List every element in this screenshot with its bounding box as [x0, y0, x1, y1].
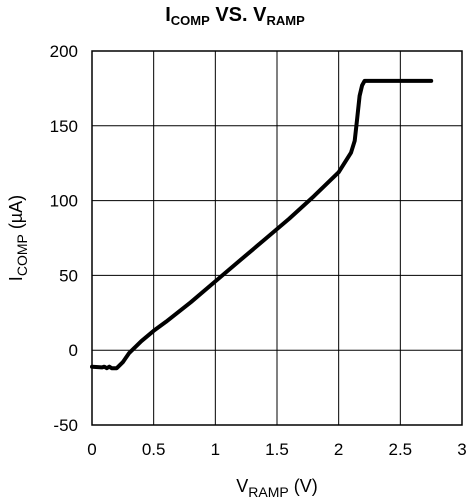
plot-frame — [91, 50, 463, 426]
title-sub-comp: COMP — [170, 13, 210, 28]
x-tick-label: 2.5 — [389, 440, 413, 459]
y-tick-label: 100 — [50, 192, 78, 211]
y-tick-label: 0 — [69, 341, 78, 360]
x-tick-label: 1.5 — [265, 440, 289, 459]
x-tick-label: 0 — [87, 440, 96, 459]
x-tick-label: 0.5 — [142, 440, 166, 459]
x-axis-label-unit: (V) — [289, 476, 318, 496]
x-axis-label: VRAMP (V) — [236, 476, 317, 500]
y-axis-label-sub: COMP — [14, 234, 30, 276]
y-axis-label: ICOMP (µA) — [6, 195, 30, 281]
title-part-i: I — [165, 4, 171, 26]
x-axis-label-sub: RAMP — [248, 484, 288, 500]
x-axis-label-main: V — [236, 476, 248, 496]
y-tick-label: -50 — [53, 416, 78, 435]
x-tick-label: 1 — [211, 440, 220, 459]
title-sub-ramp: RAMP — [266, 13, 305, 28]
y-tick-labels: -50 0 50 100 150 200 — [50, 42, 78, 435]
x-tick-label: 2 — [334, 440, 343, 459]
x-tick-label: 3 — [457, 440, 466, 459]
y-tick-label: 200 — [50, 42, 78, 61]
y-axis-label-unit: (µA) — [6, 195, 26, 234]
y-tick-label: 150 — [50, 117, 78, 136]
y-axis-label-main: I — [6, 276, 26, 281]
title-part-vs: VS. V — [209, 4, 267, 26]
x-tick-labels: 0 0.5 1 1.5 2 2.5 3 — [87, 440, 466, 459]
grid-lines — [91, 50, 463, 426]
y-tick-label: 50 — [59, 266, 78, 285]
chart-title: ICOMP VS. VRAMP — [0, 4, 470, 28]
series-line — [90, 78, 434, 371]
